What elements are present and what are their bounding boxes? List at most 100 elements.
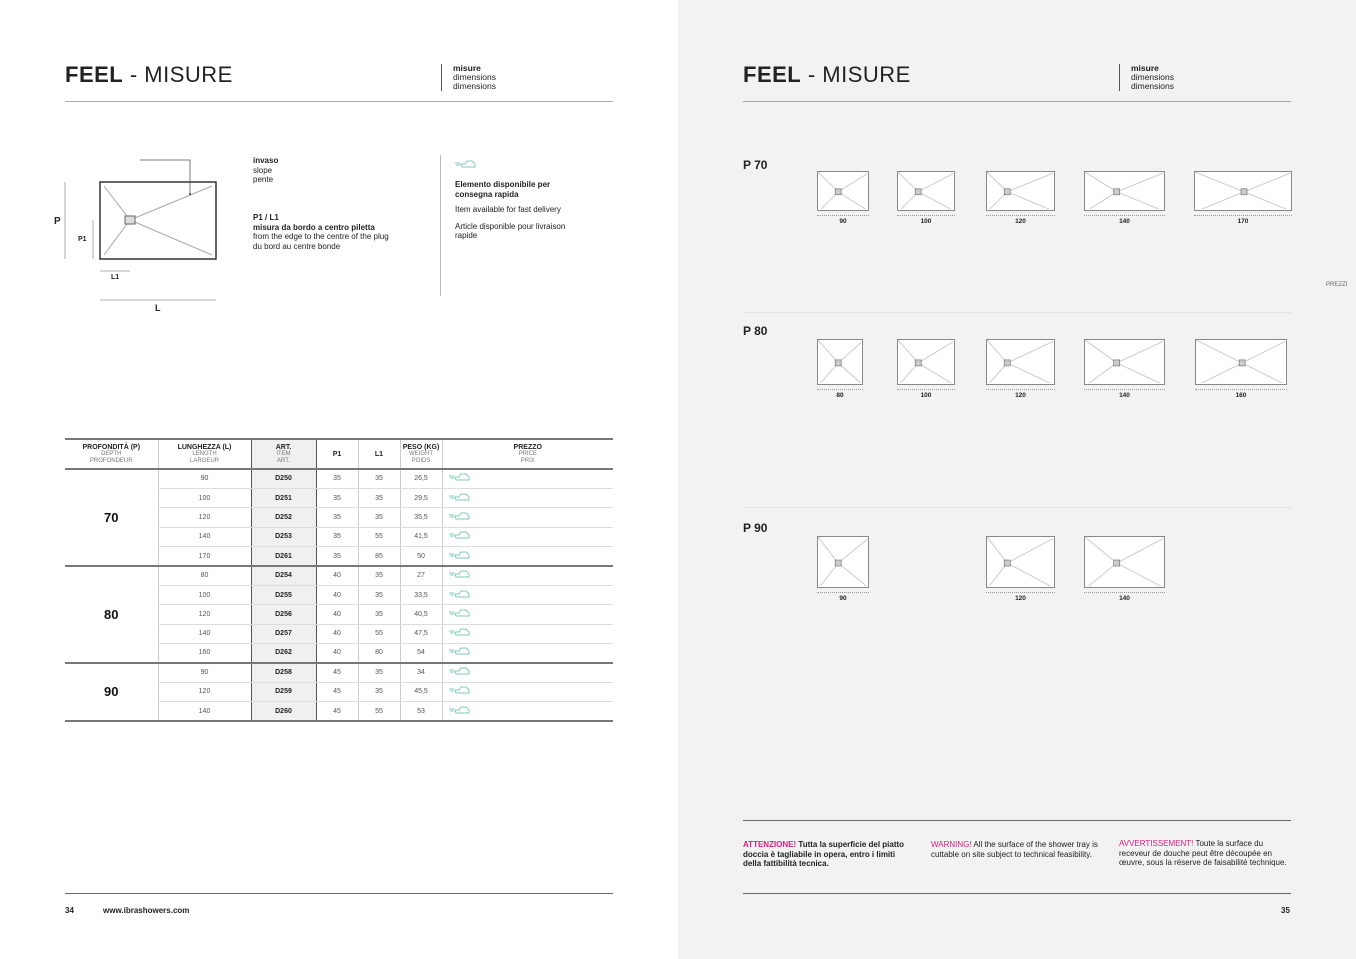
warning-it: ATTENZIONE! Tutta la superficie del piat… <box>743 840 905 868</box>
weight-cell: 50 <box>399 546 442 567</box>
length-cell: 140 <box>157 527 251 548</box>
drain-icon <box>1003 188 1011 196</box>
price-cell <box>441 488 613 509</box>
left-page: FEEL - MISURE misure dimensions dimensions… <box>54 62 613 915</box>
price-cell <box>441 682 613 703</box>
column-header: PESO (KG) WEIGHT POIDS <box>399 439 442 469</box>
page-number: 35 <box>1281 906 1290 915</box>
fast-delivery-legend: Elemento disponibile per consegna rapida… <box>455 180 566 240</box>
length-cell: 100 <box>157 488 251 509</box>
fast-delivery-car-icon <box>448 590 471 598</box>
l1-cell: 35 <box>357 488 400 509</box>
article-code: D259 <box>250 682 317 703</box>
website-link[interactable]: www.ibrashowers.com <box>103 906 190 915</box>
slope-note: invaso slope pente <box>253 156 279 184</box>
weight-cell: 45,5 <box>399 682 442 703</box>
shower-tray-drawing <box>986 536 1055 588</box>
fast-delivery-car-icon <box>448 628 471 636</box>
price-cell <box>441 469 613 489</box>
weight-cell: 53 <box>399 701 442 723</box>
fast-delivery-car-icon <box>448 647 471 655</box>
table-row: 170 D261 35 85 50 <box>65 546 613 567</box>
label-p1: P1 <box>78 236 87 243</box>
price-cell <box>441 624 613 645</box>
drain-icon <box>1113 359 1121 367</box>
weight-cell: 35,5 <box>399 507 442 528</box>
depth-group: 80 <box>65 565 158 664</box>
length-cell: 140 <box>157 701 251 723</box>
shower-tray-drawing <box>1195 339 1287 385</box>
column-header: PREZZO PRICE PRIX <box>441 439 613 469</box>
weight-cell: 29,5 <box>399 488 442 509</box>
length-cell: 160 <box>157 643 251 664</box>
fast-delivery-car-icon <box>448 570 471 578</box>
l1-cell: 35 <box>357 585 400 606</box>
shower-tray-drawing <box>1084 339 1165 385</box>
depth-row-label: P 80 <box>743 324 768 338</box>
dimensions-table: PROFONDITÀ (P) DEPTH PROFONDEUR LUNGHEZZA (… <box>65 438 613 723</box>
l1-cell: 55 <box>357 527 400 548</box>
table-row: 100 D251 35 35 29,5 <box>65 488 613 509</box>
weight-cell: 26,5 <box>399 469 442 489</box>
page-number: 34 <box>65 906 74 915</box>
table-row: 160 D262 40 80 54 <box>65 643 613 664</box>
drain-icon <box>1113 559 1121 567</box>
price-cell <box>441 643 613 664</box>
fast-delivery-car-icon <box>448 512 471 520</box>
length-cell: 140 <box>157 624 251 645</box>
fast-delivery-car-icon <box>448 667 471 675</box>
label-p: P <box>54 216 61 227</box>
weight-cell: 33,5 <box>399 585 442 606</box>
column-header: P1 <box>315 439 358 469</box>
drain-icon <box>834 559 842 567</box>
shower-tray-drawing <box>1084 171 1165 211</box>
shower-tray-drawing <box>897 339 955 385</box>
length-label: 90 <box>817 592 869 602</box>
subtitle: misure dimensions dimensions <box>441 64 496 91</box>
depth-row-label: P 90 <box>743 521 768 535</box>
p1-cell: 35 <box>315 488 358 509</box>
shower-tray-drawing <box>1084 536 1165 588</box>
p1-cell: 45 <box>315 701 358 723</box>
article-code: D255 <box>250 585 317 606</box>
p1-cell: 35 <box>315 546 358 567</box>
drain-icon <box>914 359 922 367</box>
p1-cell: 35 <box>315 469 358 489</box>
warning-en: WARNING! All the surface of the shower t… <box>931 840 1098 859</box>
p1-cell: 35 <box>315 507 358 528</box>
table-row: 120 D256 40 35 40,5 <box>65 604 613 625</box>
weight-cell: 34 <box>399 662 442 683</box>
weight-cell: 40,5 <box>399 604 442 625</box>
fast-delivery-car-icon <box>448 473 471 481</box>
prezzi-side-tab[interactable]: PREZZI <box>1326 282 1348 288</box>
l1-cell: 85 <box>357 546 400 567</box>
warning-fr: AVVERTISSEMENT! Toute la surface du rece… <box>1119 839 1287 867</box>
drain-icon <box>834 188 842 196</box>
length-cell: 120 <box>157 682 251 703</box>
l1-cell: 55 <box>357 701 400 723</box>
l1-cell: 35 <box>357 682 400 703</box>
right-page: FEEL - MISURE misure dimensions dimensions… <box>678 0 1356 959</box>
length-cell: 120 <box>157 604 251 625</box>
p1-cell: 45 <box>315 682 358 703</box>
length-label: 140 <box>1084 389 1165 399</box>
depth-row-label: P 70 <box>743 158 768 172</box>
p1-cell: 40 <box>315 643 358 664</box>
table-row: 80 80 D254 40 35 27 <box>65 565 613 664</box>
article-code: D250 <box>250 469 317 489</box>
p1-cell: 40 <box>315 624 358 645</box>
fast-delivery-car-icon <box>448 609 471 617</box>
length-label: 140 <box>1084 215 1165 225</box>
article-code: D262 <box>250 643 317 664</box>
depth-group: 70 <box>65 469 158 567</box>
price-cell <box>441 565 613 586</box>
length-cell: 90 <box>157 469 251 489</box>
label-l: L <box>155 303 161 313</box>
length-label: 140 <box>1084 592 1165 602</box>
table-row: 90 90 D258 45 35 34 <box>65 662 613 723</box>
price-cell <box>441 662 613 683</box>
weight-cell: 27 <box>399 565 442 586</box>
shower-tray-drawing <box>817 171 869 211</box>
column-header: ART. ITEM ART. <box>250 439 317 469</box>
p1-cell: 35 <box>315 527 358 548</box>
